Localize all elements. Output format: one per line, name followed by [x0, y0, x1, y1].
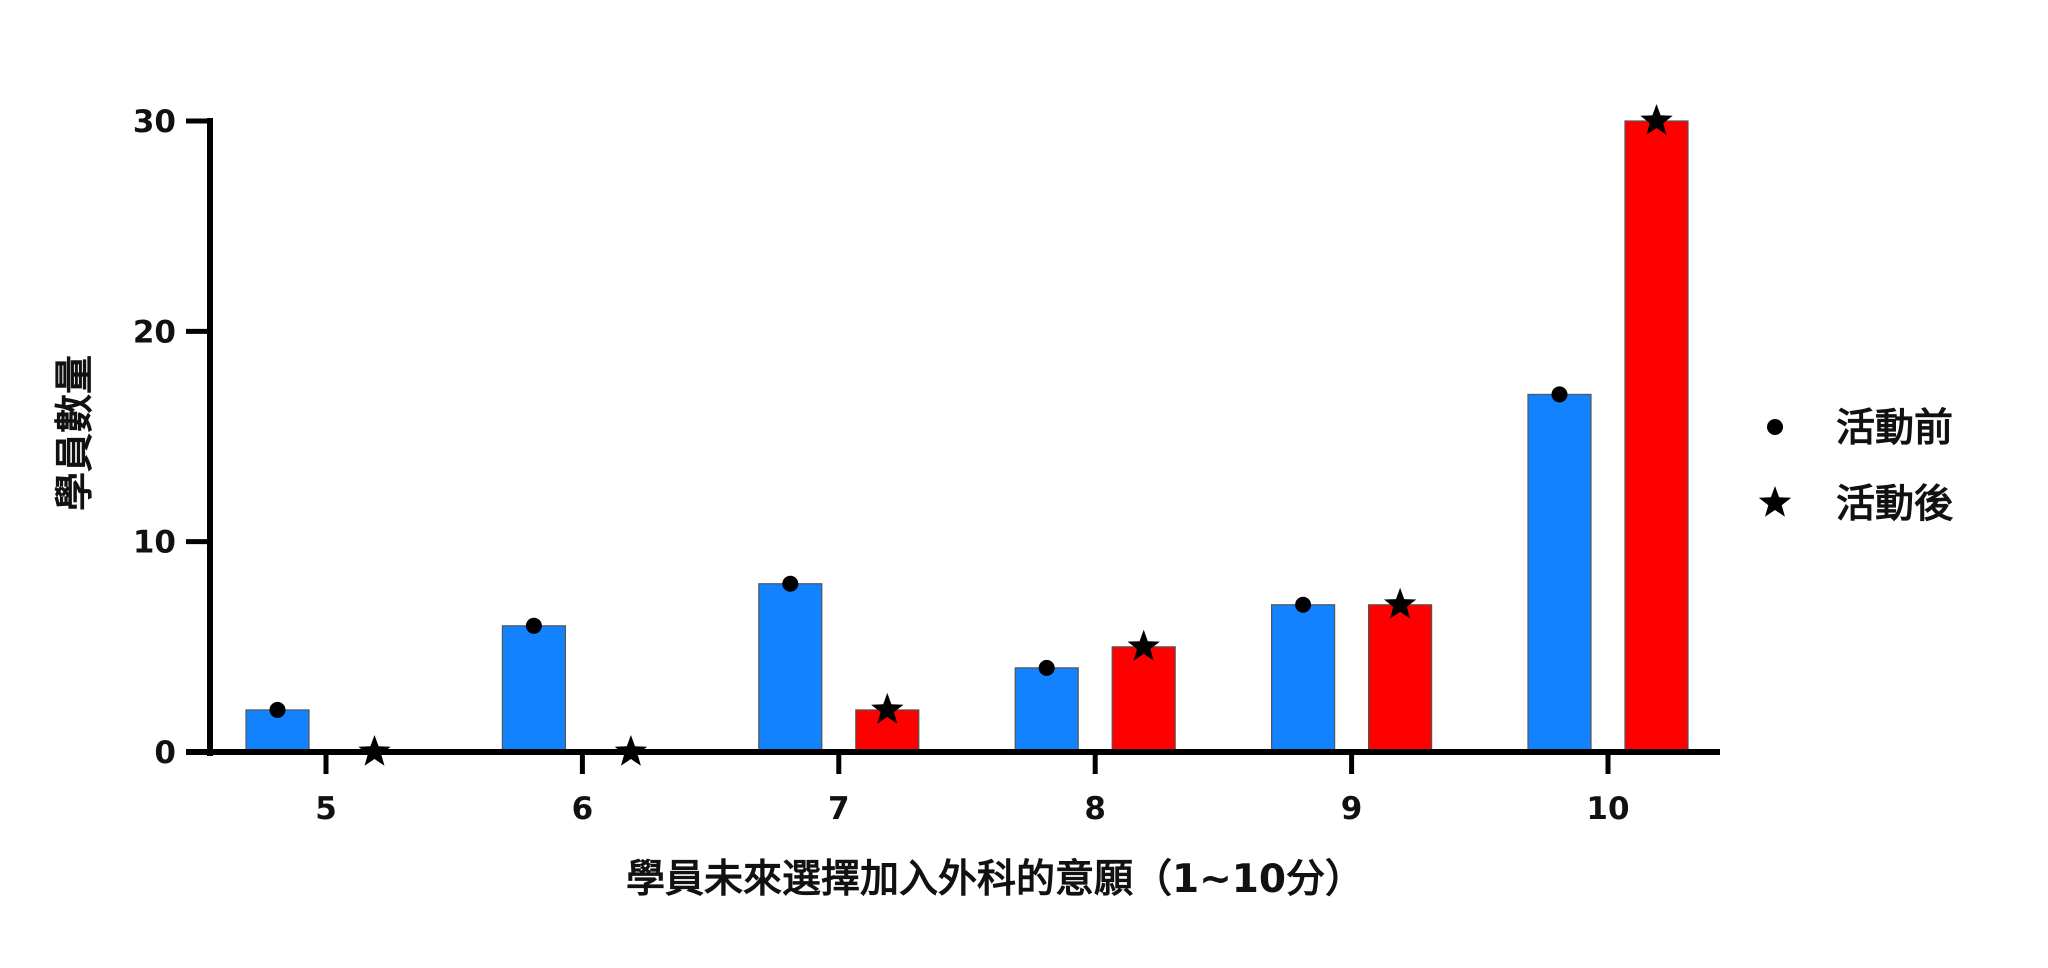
legend-label-after: 活動後	[1836, 482, 1954, 527]
marker-before-7	[782, 575, 799, 592]
x-tick-label-10: 10	[1586, 791, 1629, 827]
x-axis-title: 學員未來選擇加入外科的意願（1~10分）	[626, 857, 1364, 902]
bar-after-10	[1624, 120, 1689, 753]
bar-before-8	[1014, 667, 1079, 753]
marker-before-5	[269, 701, 286, 718]
bar-before-6	[501, 625, 566, 753]
marker-before-8	[1038, 659, 1055, 676]
x-tick-label-6: 6	[572, 791, 594, 827]
marker-before-6	[525, 617, 542, 634]
x-tick-label-5: 5	[315, 791, 337, 827]
x-tick-label-9: 9	[1341, 791, 1363, 827]
marker-after-10	[1640, 104, 1673, 135]
y-tick-label-10: 10	[133, 525, 176, 561]
y-tick-label-20: 20	[133, 314, 176, 350]
legend-label-before: 活動前	[1836, 406, 1953, 451]
legend-marker-before	[1767, 419, 1783, 435]
bar-before-9	[1270, 604, 1336, 753]
y-tick-label-30: 30	[133, 104, 176, 140]
x-tick-label-7: 7	[828, 791, 850, 827]
marker-after-8	[1127, 629, 1160, 661]
y-axis-title: 學員數量	[53, 355, 98, 511]
y-tick-label-0: 0	[154, 735, 176, 771]
x-tick-label-8: 8	[1084, 791, 1106, 827]
bar-after-7	[855, 709, 920, 753]
markers-layer	[269, 104, 1673, 766]
bar-after-8	[1111, 646, 1176, 753]
marker-after-9	[1383, 587, 1417, 619]
marker-before-9	[1295, 596, 1312, 613]
marker-before-10	[1551, 386, 1568, 403]
x-ticks: 5 6 7 8 9 10	[315, 752, 1630, 827]
y-ticks: 0 10 20 30	[133, 104, 210, 771]
legend-marker-after	[1758, 486, 1792, 517]
bar-before-10	[1527, 393, 1592, 753]
marker-after-7	[871, 692, 904, 724]
bar-before-7	[758, 583, 823, 753]
bars-layer	[245, 120, 1689, 753]
bar-after-9	[1367, 604, 1433, 753]
